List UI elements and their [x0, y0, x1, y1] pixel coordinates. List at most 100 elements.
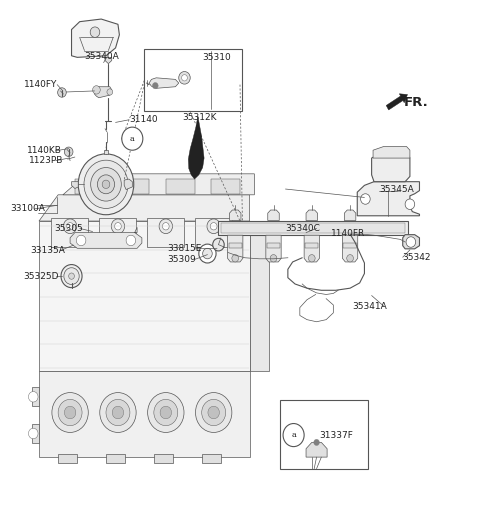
Ellipse shape: [61, 207, 78, 220]
Circle shape: [181, 75, 187, 81]
Circle shape: [58, 88, 66, 97]
Bar: [194, 218, 232, 247]
Circle shape: [270, 255, 277, 262]
Circle shape: [160, 406, 171, 419]
Circle shape: [107, 89, 113, 95]
Text: 31337F: 31337F: [320, 431, 353, 440]
Bar: [147, 218, 184, 247]
Text: 1123PB: 1123PB: [29, 156, 64, 165]
Polygon shape: [105, 57, 112, 64]
Polygon shape: [32, 424, 39, 443]
Bar: [144, 49, 242, 111]
Polygon shape: [39, 221, 250, 370]
Bar: [218, 220, 408, 235]
Circle shape: [406, 237, 416, 247]
Circle shape: [78, 154, 134, 215]
Polygon shape: [373, 147, 410, 158]
Bar: [99, 218, 136, 247]
Ellipse shape: [105, 203, 131, 224]
Polygon shape: [124, 179, 132, 189]
Text: 33135A: 33135A: [30, 246, 65, 255]
Text: 31140: 31140: [129, 115, 157, 124]
Circle shape: [347, 255, 353, 262]
Circle shape: [122, 127, 143, 150]
Polygon shape: [268, 210, 279, 220]
Polygon shape: [95, 87, 112, 98]
Circle shape: [84, 160, 128, 208]
Polygon shape: [342, 235, 358, 262]
Text: 1140KB: 1140KB: [27, 146, 62, 155]
Polygon shape: [63, 174, 254, 195]
Bar: [267, 242, 280, 248]
Circle shape: [199, 244, 216, 263]
Circle shape: [360, 194, 370, 204]
Circle shape: [195, 392, 232, 432]
Circle shape: [69, 273, 74, 279]
Circle shape: [148, 392, 184, 432]
Circle shape: [97, 175, 115, 194]
Circle shape: [309, 255, 315, 262]
Polygon shape: [304, 235, 320, 262]
Circle shape: [28, 391, 38, 402]
Text: FR.: FR.: [404, 96, 429, 109]
Bar: [51, 218, 88, 247]
Circle shape: [52, 392, 88, 432]
Text: 33100A: 33100A: [10, 205, 45, 214]
Text: 35309: 35309: [167, 255, 196, 264]
Polygon shape: [58, 454, 77, 463]
Polygon shape: [403, 235, 420, 249]
Polygon shape: [72, 19, 120, 57]
Text: 35340A: 35340A: [84, 52, 119, 62]
Circle shape: [405, 199, 415, 209]
Ellipse shape: [156, 441, 176, 454]
Circle shape: [64, 406, 76, 419]
Circle shape: [179, 72, 190, 84]
Circle shape: [153, 83, 158, 89]
Text: 35345A: 35345A: [379, 185, 414, 194]
Circle shape: [213, 238, 224, 251]
Circle shape: [115, 222, 121, 230]
Text: 33815E: 33815E: [167, 245, 202, 254]
Polygon shape: [39, 370, 250, 457]
Circle shape: [58, 399, 82, 426]
Circle shape: [203, 248, 212, 259]
Circle shape: [232, 255, 239, 262]
Ellipse shape: [109, 207, 126, 220]
Polygon shape: [72, 181, 78, 188]
Circle shape: [67, 222, 73, 230]
Bar: [221, 223, 405, 232]
Polygon shape: [106, 454, 125, 463]
Polygon shape: [154, 454, 173, 463]
Text: 35325D: 35325D: [24, 271, 59, 280]
Ellipse shape: [205, 207, 222, 220]
Polygon shape: [306, 442, 327, 457]
Bar: [343, 242, 357, 248]
Polygon shape: [70, 227, 142, 248]
Polygon shape: [344, 210, 356, 220]
Polygon shape: [39, 195, 250, 221]
Text: 35312K: 35312K: [182, 113, 217, 122]
PathPatch shape: [188, 116, 204, 179]
Ellipse shape: [57, 203, 83, 224]
Bar: [120, 179, 149, 194]
Circle shape: [162, 222, 169, 230]
Circle shape: [111, 219, 125, 234]
Circle shape: [90, 27, 100, 37]
Polygon shape: [202, 454, 221, 463]
Circle shape: [91, 167, 121, 201]
Circle shape: [112, 406, 124, 419]
Text: 35340C: 35340C: [286, 224, 320, 233]
Circle shape: [126, 235, 136, 246]
Circle shape: [76, 235, 86, 246]
Polygon shape: [357, 181, 420, 216]
Bar: [211, 179, 240, 194]
Text: 35305: 35305: [54, 224, 83, 233]
Circle shape: [159, 219, 172, 234]
Ellipse shape: [200, 203, 226, 224]
Circle shape: [208, 406, 219, 419]
Circle shape: [64, 147, 73, 157]
Ellipse shape: [152, 203, 179, 224]
Polygon shape: [104, 150, 108, 154]
Ellipse shape: [157, 207, 174, 220]
Circle shape: [100, 392, 136, 432]
